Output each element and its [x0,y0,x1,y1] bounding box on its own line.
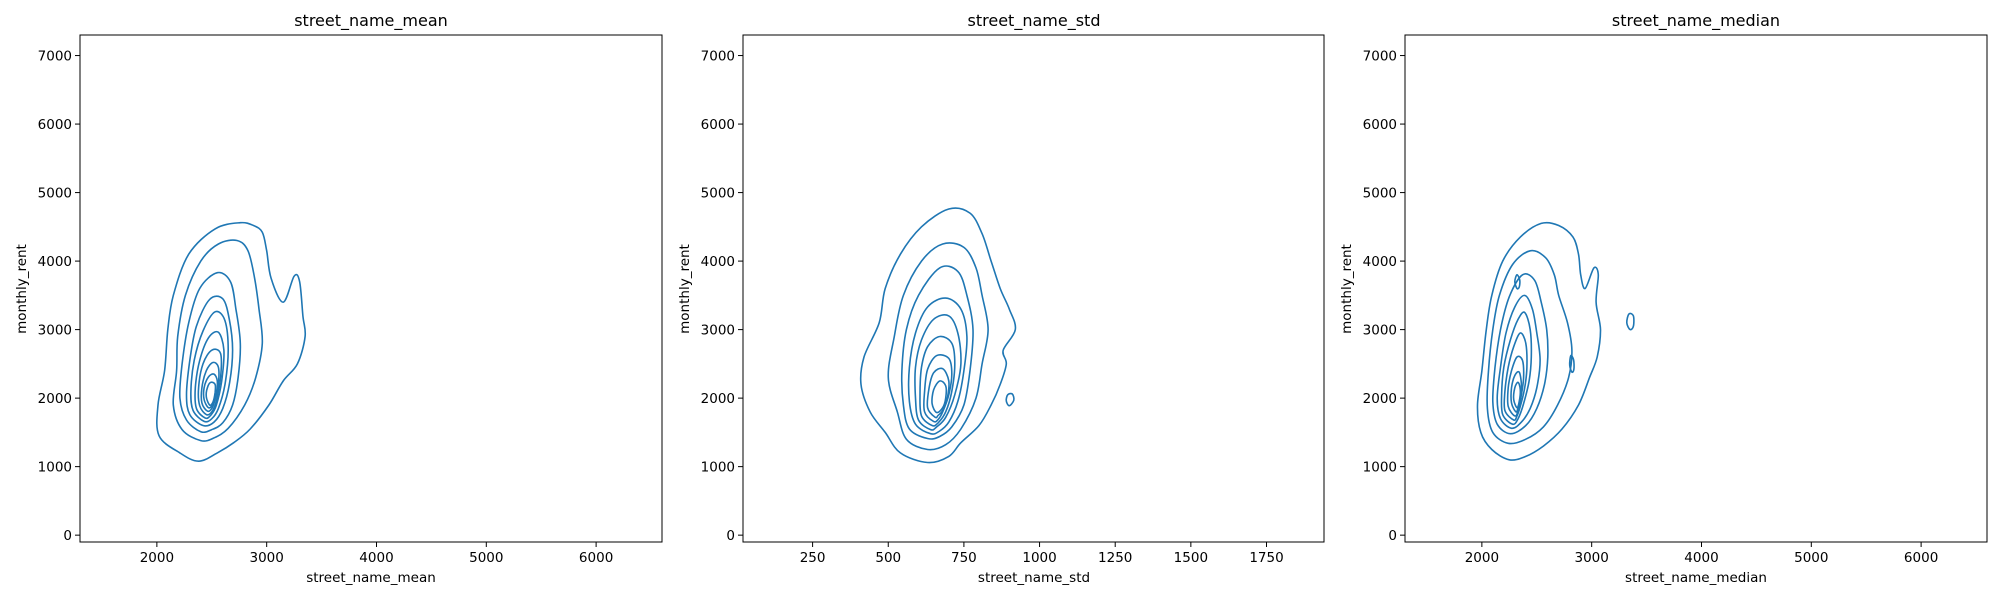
contour-line [156,221,307,463]
plot-frame [742,34,1325,543]
y-tick-label: 5000 [38,186,72,202]
y-axis: 0 1000 2000 3000 4000 5000 6000 7000 [38,49,80,544]
contour-line [1568,354,1575,374]
y-tick-label: 3000 [1363,323,1397,339]
x-tick-label: 2000 [1465,550,1499,566]
y-tick-label: 0 [726,528,735,544]
y-tick-label: 6000 [38,117,72,133]
x-tick-label: 6000 [1904,550,1938,566]
y-tick-label: 6000 [701,117,735,133]
contour-line [1513,274,1521,290]
contour-line [931,380,948,414]
contour-layer [859,207,1017,464]
plot-frame [1404,34,1988,543]
contour-line [205,381,217,407]
plot-title: street_name_mean [294,11,448,31]
x-tick-label: 1250 [1098,550,1132,566]
x-tick-label: 4000 [1684,550,1718,566]
contour-line [1496,294,1541,430]
y-axis-label: monthly_rent [14,244,30,334]
contour-line [1625,312,1635,331]
contour-line [907,297,968,435]
y-tick-label: 5000 [1363,186,1397,202]
x-axis: 2000 3000 4000 5000 6000 [1465,542,1938,566]
y-tick-label: 1000 [1363,460,1397,476]
contour-line [172,239,264,442]
y-tick-label: 2000 [38,391,72,407]
x-tick-label: 5000 [469,550,503,566]
contour-line [900,265,974,440]
y-tick-label: 4000 [701,254,735,270]
subplot-median: street_name_median 2000 3000 4000 5000 6000 … [1339,11,1988,586]
x-tick-label: 6000 [579,550,613,566]
x-axis: 250 500 750 1000 1250 1500 1750 [800,542,1284,566]
y-tick-label: 6000 [1363,117,1397,133]
x-tick-label: 1500 [1174,550,1208,566]
x-axis-label: street_name_std [978,570,1090,586]
subplot-std: street_name_std 250 500 750 1000 1250 1500 175… [677,11,1325,586]
contour-line [926,367,950,419]
contour-line [859,207,1017,464]
subplot-mean: street_name_mean 2000 3000 4000 5000 6000 0 1… [14,11,663,586]
contour-line [922,354,953,423]
x-tick-label: 250 [800,550,826,566]
y-tick-label: 4000 [38,254,72,270]
contour-line [190,310,230,423]
x-tick-label: 750 [951,550,977,566]
y-tick-label: 2000 [1363,391,1397,407]
y-tick-label: 1000 [38,460,72,476]
y-axis-label: monthly_rent [1339,244,1355,334]
y-axis-label: monthly_rent [677,244,693,334]
y-tick-label: 1000 [701,460,735,476]
contour-line [1005,392,1015,407]
contour-line [1512,381,1522,409]
y-tick-label: 3000 [38,323,72,339]
contour-line [202,373,219,409]
y-tick-label: 0 [63,528,72,544]
contour-line [887,242,989,451]
x-tick-label: 3000 [1574,550,1608,566]
x-tick-label: 4000 [359,550,393,566]
y-tick-label: 7000 [38,49,72,65]
y-tick-label: 7000 [701,49,735,65]
contour-line [1486,249,1573,445]
y-tick-label: 2000 [701,391,735,407]
contour-line [194,330,225,420]
x-tick-label: 1000 [1022,550,1056,566]
y-tick-label: 4000 [1363,254,1397,270]
contour-line [914,314,962,431]
contour-line [178,271,242,434]
x-axis: 2000 3000 4000 5000 6000 [140,542,613,566]
contour-line [919,335,956,427]
x-tick-label: 500 [875,550,901,566]
y-axis: 0 1000 2000 3000 4000 5000 6000 7000 [701,49,743,544]
contour-line [1476,221,1602,461]
x-tick-label: 2000 [140,550,174,566]
contour-line [197,348,223,416]
x-axis-label: street_name_median [1625,570,1767,586]
y-tick-label: 0 [1388,528,1397,544]
contour-line [1491,273,1549,435]
y-axis: 0 1000 2000 3000 4000 5000 6000 7000 [1363,49,1405,544]
y-tick-label: 7000 [1363,49,1397,65]
y-tick-label: 3000 [701,323,735,339]
contour-line [1503,332,1528,421]
plot-title: street_name_std [968,11,1101,31]
contour-line [1500,311,1533,426]
contour-layer [156,221,307,463]
x-tick-label: 5000 [1794,550,1828,566]
y-tick-label: 5000 [701,186,735,202]
x-axis-label: street_name_mean [306,570,436,586]
contour-layer [1476,221,1635,461]
plot-frame [79,34,663,543]
x-tick-label: 1750 [1249,550,1283,566]
x-tick-label: 3000 [249,550,283,566]
plot-title: street_name_median [1612,11,1780,31]
contour-line [185,295,234,427]
